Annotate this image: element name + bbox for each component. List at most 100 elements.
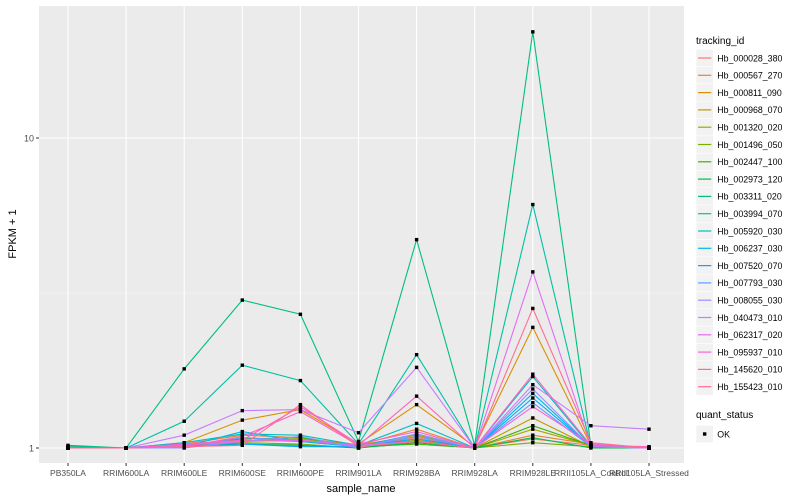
data-point	[531, 202, 535, 207]
data-point	[414, 402, 419, 407]
data-point	[240, 418, 244, 422]
data-point	[531, 404, 535, 409]
data-point	[414, 394, 419, 398]
data-point	[589, 443, 593, 448]
legend-title: quant_status	[696, 410, 753, 421]
data-point	[182, 444, 186, 449]
x-tick-label: RRIM928LE	[510, 468, 557, 478]
data-point	[531, 374, 535, 379]
data-point	[473, 443, 477, 448]
legend-label: OK	[717, 429, 730, 439]
legend-label: Hb_001320_020	[717, 123, 782, 133]
legend-label: Hb_003994_070	[717, 209, 782, 219]
data-point	[531, 270, 535, 274]
grid-major	[39, 6, 684, 463]
data-point	[298, 444, 303, 449]
data-point	[589, 441, 593, 445]
y-tick-label: 1	[29, 444, 34, 454]
data-point	[531, 391, 535, 396]
legend-label: Hb_000968_070	[717, 105, 782, 115]
data-point	[240, 443, 244, 448]
data-point	[298, 378, 303, 383]
legend-key-point	[702, 432, 707, 436]
data-point	[414, 437, 419, 441]
legend-label: Hb_008055_030	[717, 296, 782, 306]
data-point	[298, 438, 303, 442]
data-point	[298, 407, 303, 412]
legend-label: Hb_007520_070	[717, 261, 782, 271]
legend-label: Hb_006237_030	[717, 244, 782, 254]
x-tick-label: RRIM600SE	[219, 468, 267, 478]
data-point	[298, 434, 303, 439]
legend-label: Hb_001496_050	[717, 140, 782, 150]
data-point	[182, 433, 186, 437]
data-point	[414, 421, 419, 426]
data-point	[356, 431, 361, 435]
x-axis: PB350LA RRIM600LA RRIM600LE RRIM600SE RRIM60…	[50, 463, 689, 478]
data-point	[356, 439, 361, 444]
data-point	[531, 435, 535, 440]
y-axis-title: FPKM + 1	[7, 209, 19, 258]
data-point	[414, 365, 419, 370]
data-point	[531, 306, 535, 311]
legend-label: Hb_095937_010	[717, 347, 782, 357]
data-point	[531, 30, 535, 34]
data-point	[414, 352, 419, 357]
data-point	[240, 408, 244, 413]
data-point	[414, 432, 419, 436]
data-point	[240, 298, 244, 302]
data-point	[531, 416, 535, 420]
plot-panel	[39, 6, 684, 463]
data-point	[240, 438, 244, 442]
legend-tracking-id: tracking_id Hb_000028_380 Hb_000567_270 Hb_…	[695, 36, 782, 396]
data-points	[66, 30, 651, 450]
data-point	[182, 419, 186, 423]
data-point	[240, 434, 244, 439]
data-point	[298, 402, 303, 407]
data-point	[531, 383, 535, 387]
data-point	[240, 429, 244, 434]
y-tick-label: 10	[24, 134, 34, 144]
data-point	[298, 312, 303, 316]
data-point	[531, 401, 535, 405]
data-point	[66, 446, 70, 450]
x-tick-label: RRIM600LA	[103, 468, 150, 478]
data-point	[589, 424, 593, 428]
data-point	[414, 439, 419, 444]
legend-label: Hb_000811_090	[717, 88, 782, 98]
x-tick-label: PB350LA	[50, 468, 86, 478]
data-point	[298, 409, 303, 414]
legend-title: tracking_id	[696, 36, 744, 47]
x-tick-label: RRIM600LE	[161, 468, 208, 478]
legend-label: Hb_003311_020	[717, 192, 782, 202]
legend-label: Hb_155423_010	[717, 382, 782, 392]
legend-label: Hb_002973_120	[717, 174, 782, 184]
x-tick-label: RRII105LA_Control	[554, 468, 628, 478]
data-point	[531, 427, 535, 431]
grid-minor	[39, 292, 684, 294]
data-point	[298, 404, 303, 409]
data-point	[647, 427, 651, 431]
data-point	[414, 429, 419, 434]
data-point	[531, 433, 535, 437]
data-point	[414, 427, 419, 431]
data-point	[240, 363, 244, 367]
x-tick-label: RRIM928LA	[452, 468, 499, 478]
legend-label: Hb_005920_030	[717, 226, 782, 236]
legend-label: Hb_062317_020	[717, 330, 782, 340]
data-point	[531, 396, 535, 400]
data-point	[356, 444, 361, 449]
data-point	[531, 372, 535, 376]
x-tick-label: RRIM901LA	[335, 468, 382, 478]
data-point	[531, 424, 535, 428]
data-point	[531, 441, 535, 445]
data-point	[531, 387, 535, 391]
data-point	[473, 446, 477, 450]
data-point	[647, 446, 651, 450]
legend-label: Hb_040473_010	[717, 313, 782, 323]
legend-label: Hb_145620_010	[717, 365, 782, 375]
legend-label: Hb_002447_100	[717, 157, 782, 167]
x-axis-title: sample_name	[326, 483, 395, 495]
data-point	[414, 434, 419, 439]
